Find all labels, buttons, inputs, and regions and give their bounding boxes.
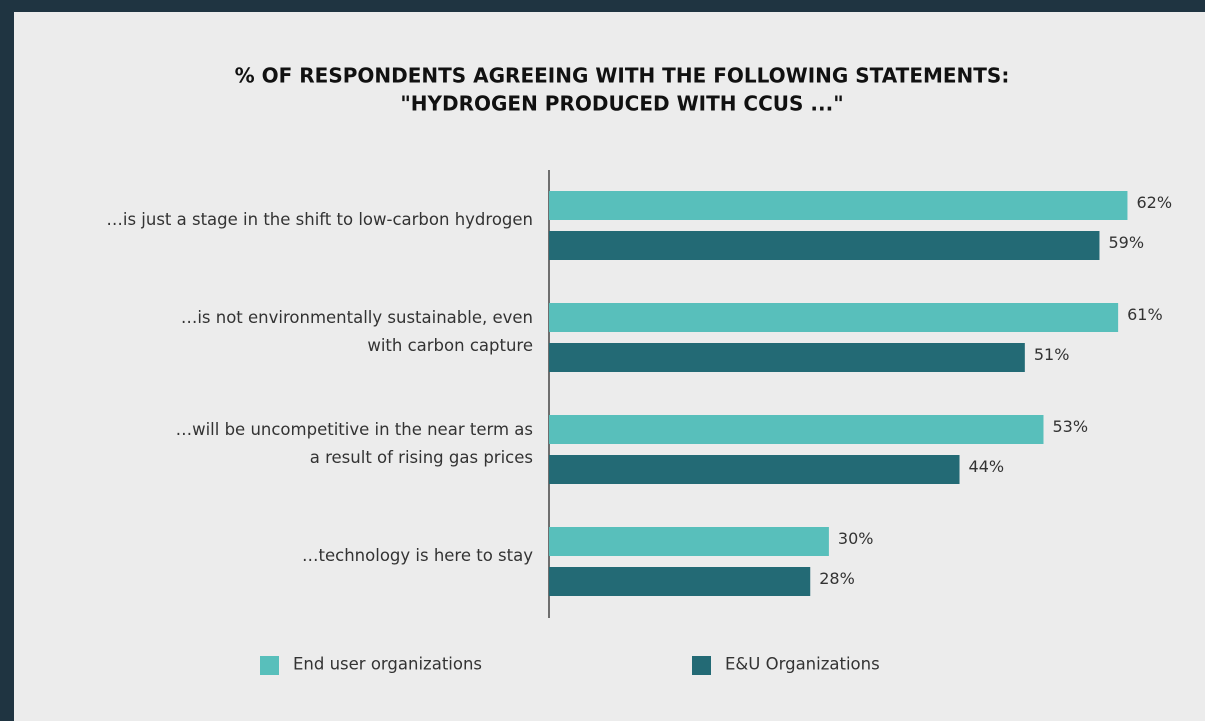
- bar: [549, 527, 829, 556]
- bar: [549, 455, 960, 484]
- bar: [549, 415, 1044, 444]
- category-label: …will be uncompetitive in the near term …: [176, 420, 533, 439]
- value-label: 62%: [1136, 193, 1172, 212]
- value-label: 59%: [1108, 233, 1144, 252]
- bar: [549, 303, 1119, 332]
- category-label: …is just a stage in the shift to low-car…: [106, 210, 533, 229]
- legend-swatch: [260, 656, 279, 675]
- category-label: …is not environmentally sustainable, eve…: [181, 308, 533, 327]
- category-label: …technology is here to stay: [302, 546, 533, 565]
- value-label: 61%: [1127, 305, 1163, 324]
- bar: [549, 231, 1100, 260]
- value-label: 44%: [969, 457, 1005, 476]
- legend-label: E&U Organizations: [725, 655, 880, 674]
- bar: [549, 191, 1128, 220]
- bar: [549, 567, 811, 596]
- category-label: a result of rising gas prices: [310, 448, 533, 467]
- legend-swatch: [692, 656, 711, 675]
- value-label: 30%: [838, 529, 874, 548]
- chart-title: % OF RESPONDENTS AGREEING WITH THE FOLLO…: [235, 64, 1010, 88]
- bar: [549, 343, 1025, 372]
- value-label: 28%: [819, 569, 855, 588]
- category-label: with carbon capture: [367, 336, 533, 355]
- value-label: 53%: [1052, 417, 1088, 436]
- chart-title: "HYDROGEN PRODUCED WITH CCUS ...": [400, 92, 843, 116]
- value-label: 51%: [1034, 345, 1070, 364]
- legend-label: End user organizations: [293, 655, 482, 674]
